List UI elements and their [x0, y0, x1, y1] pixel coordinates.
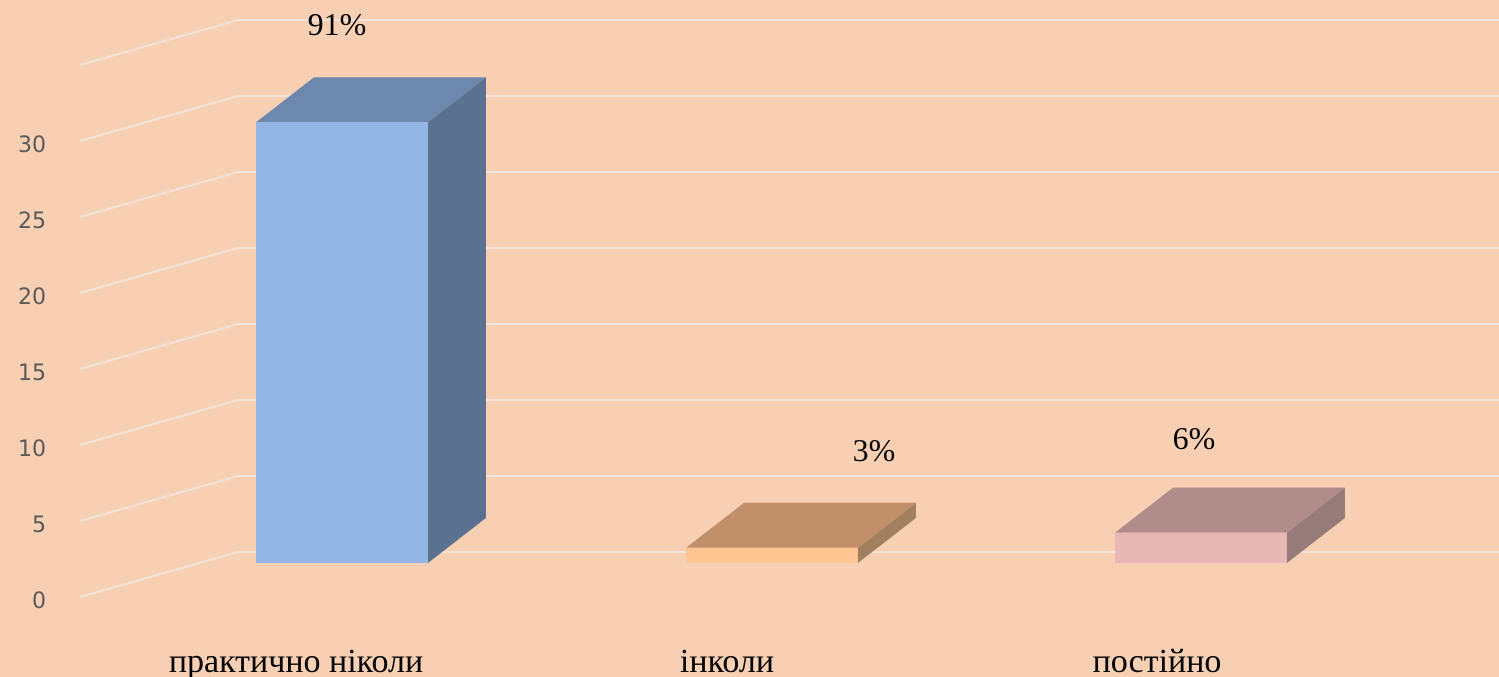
bar-side: [858, 502, 916, 563]
bar-top: [256, 77, 486, 123]
gridline: [79, 399, 1499, 446]
bar: [256, 77, 486, 563]
gridline: [79, 551, 1499, 598]
bar-front: [256, 122, 428, 563]
gridline: [79, 323, 1499, 370]
bar-front: [1115, 532, 1287, 563]
y-tick-label: 0: [32, 589, 46, 614]
y-tick-label: 20: [18, 285, 46, 310]
y-tick-label: 5: [32, 513, 46, 538]
y-tick-label: 10: [18, 437, 46, 462]
bar-side: [428, 77, 486, 563]
data-label: 6%: [1173, 420, 1216, 456]
gridlines: [79, 19, 1499, 598]
bar: [686, 502, 916, 563]
y-tick-label: 25: [18, 209, 46, 234]
gridline: [79, 19, 1499, 66]
gridline: [79, 95, 1499, 142]
category-labels: практично ніколи інколи постійно: [169, 643, 1222, 677]
bar-top: [686, 502, 916, 548]
y-tick-label: 30: [18, 133, 46, 158]
category-label: інколи: [680, 643, 774, 677]
bar: [1115, 487, 1345, 563]
y-tick-label: 15: [18, 361, 46, 386]
data-labels: 91% 3% 6%: [308, 6, 1216, 468]
bar-side: [1287, 487, 1345, 563]
gridline: [79, 171, 1499, 218]
data-label: 91%: [308, 6, 367, 42]
data-label: 3%: [853, 432, 896, 468]
gridline: [79, 475, 1499, 522]
y-axis-ticks: 0 5 10 15 20 25 30: [18, 133, 46, 614]
gridline: [79, 247, 1499, 294]
bar-top: [1115, 487, 1345, 533]
bars: [256, 77, 1345, 563]
category-label: практично ніколи: [169, 643, 423, 677]
bar-front: [686, 547, 858, 563]
category-label: постійно: [1093, 643, 1222, 677]
